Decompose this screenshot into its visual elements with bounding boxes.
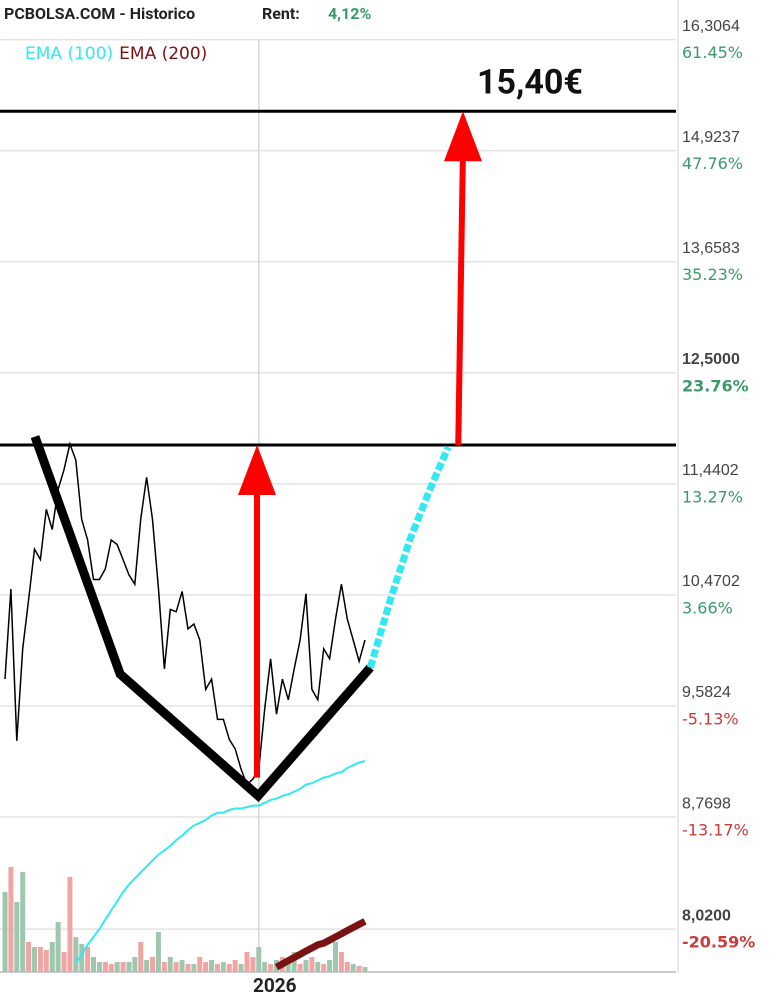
volume-bar <box>344 962 350 972</box>
volume-bar <box>20 872 26 972</box>
volume-bar <box>32 947 38 972</box>
y-tick-label: 11,4402 <box>682 462 739 479</box>
volume-bar <box>138 942 144 972</box>
volume-bar <box>26 942 32 972</box>
volume-bar <box>79 944 85 972</box>
y2-tick-label: 47.76% <box>682 154 743 173</box>
volume-bar <box>96 962 102 972</box>
volume-bar <box>49 942 55 972</box>
volume-bar <box>232 960 238 972</box>
y-tick-label: 9,5824 <box>682 684 731 701</box>
volume-bar <box>150 957 156 972</box>
volume-bar <box>191 964 197 972</box>
volume-bar <box>338 952 344 972</box>
volume-bar <box>238 964 244 972</box>
chart-title: PCBOLSA.COM - Historico <box>4 4 195 23</box>
volume-bar <box>256 947 262 972</box>
volume-bar <box>14 902 20 972</box>
volume-bar <box>203 962 209 972</box>
volume-bar <box>291 952 297 972</box>
y-tick-label: 8,7698 <box>682 795 731 812</box>
y-tick-label: 10,4702 <box>682 573 740 590</box>
volume-bar <box>226 964 232 972</box>
y-tick-label: 14,9237 <box>682 129 740 146</box>
y-tick-label: 16,3064 <box>682 18 740 35</box>
pattern-line <box>30 435 374 803</box>
volume-bar <box>315 962 321 972</box>
rent-value: 4,12% <box>328 4 371 23</box>
y-tick-label: 8,0200 <box>682 907 731 924</box>
ema-line <box>74 760 366 965</box>
volume-bar <box>2 892 8 972</box>
volume-bar <box>250 957 256 972</box>
price-line <box>4 441 366 786</box>
volume-bar <box>161 962 167 972</box>
volume-bar <box>220 962 226 972</box>
volume-bar <box>356 966 362 972</box>
volume-bar <box>114 962 120 972</box>
volume-bar <box>244 952 250 972</box>
volume-bar <box>350 964 356 972</box>
y2-tick-label: 35.23% <box>682 265 743 284</box>
y-tick-label: 13,6583 <box>682 240 740 257</box>
volume-bar <box>262 962 268 972</box>
volume-bar <box>167 957 173 972</box>
volume-bar <box>108 964 114 972</box>
y2-tick-label: -13.17% <box>682 821 749 840</box>
volume-bar <box>197 957 203 972</box>
volume-bar <box>285 962 291 972</box>
volume-bar <box>362 967 368 972</box>
volume-bar <box>179 960 185 972</box>
volume-bar <box>126 962 132 972</box>
volume-bar <box>67 877 73 972</box>
volume-bar <box>43 950 49 972</box>
volume-bar <box>37 947 43 972</box>
volume-bar <box>85 947 91 972</box>
volume-bar <box>303 960 309 972</box>
volume-bar <box>144 960 150 972</box>
arrow-shaft <box>455 151 466 446</box>
volume-bar <box>91 957 97 972</box>
volume-bar <box>8 867 14 972</box>
arrow-head <box>443 111 482 162</box>
volume-bar <box>173 962 179 972</box>
legend-label: EMA (200) <box>119 44 207 64</box>
y-tick-label: 12,5000 <box>682 351 740 368</box>
target-label: 15,40€ <box>477 62 583 102</box>
ema-line <box>274 918 367 971</box>
volume-bar <box>73 937 79 972</box>
y2-tick-label: 23.76% <box>682 376 749 395</box>
x-tick-label: 2026 <box>253 974 297 997</box>
legend-label: EMA (100) <box>25 44 113 64</box>
volume-bar <box>214 964 220 972</box>
rent-label: Rent: <box>262 4 300 23</box>
volume-bar <box>120 962 126 972</box>
volume-bar <box>327 960 333 972</box>
volume-bar <box>332 942 338 972</box>
y2-tick-label: 61.45% <box>682 43 743 62</box>
y2-tick-label: -5.13% <box>682 710 739 729</box>
volume-bar <box>102 962 108 972</box>
arrow-head <box>238 445 277 496</box>
volume-bar <box>321 964 327 972</box>
projection-line <box>366 445 452 669</box>
volume-bar <box>132 957 138 972</box>
volume-bar <box>297 964 303 972</box>
volume-bar <box>268 964 274 972</box>
y2-tick-label: 13.27% <box>682 487 743 506</box>
volume-bar <box>185 964 191 972</box>
volume-bar <box>155 932 161 972</box>
volume-bar <box>55 922 61 972</box>
volume-bar <box>61 952 67 972</box>
volume-bar <box>209 960 215 972</box>
y2-tick-label: 3.66% <box>682 598 733 617</box>
y2-tick-label: -20.59% <box>682 932 755 951</box>
volume-bar <box>309 957 315 972</box>
